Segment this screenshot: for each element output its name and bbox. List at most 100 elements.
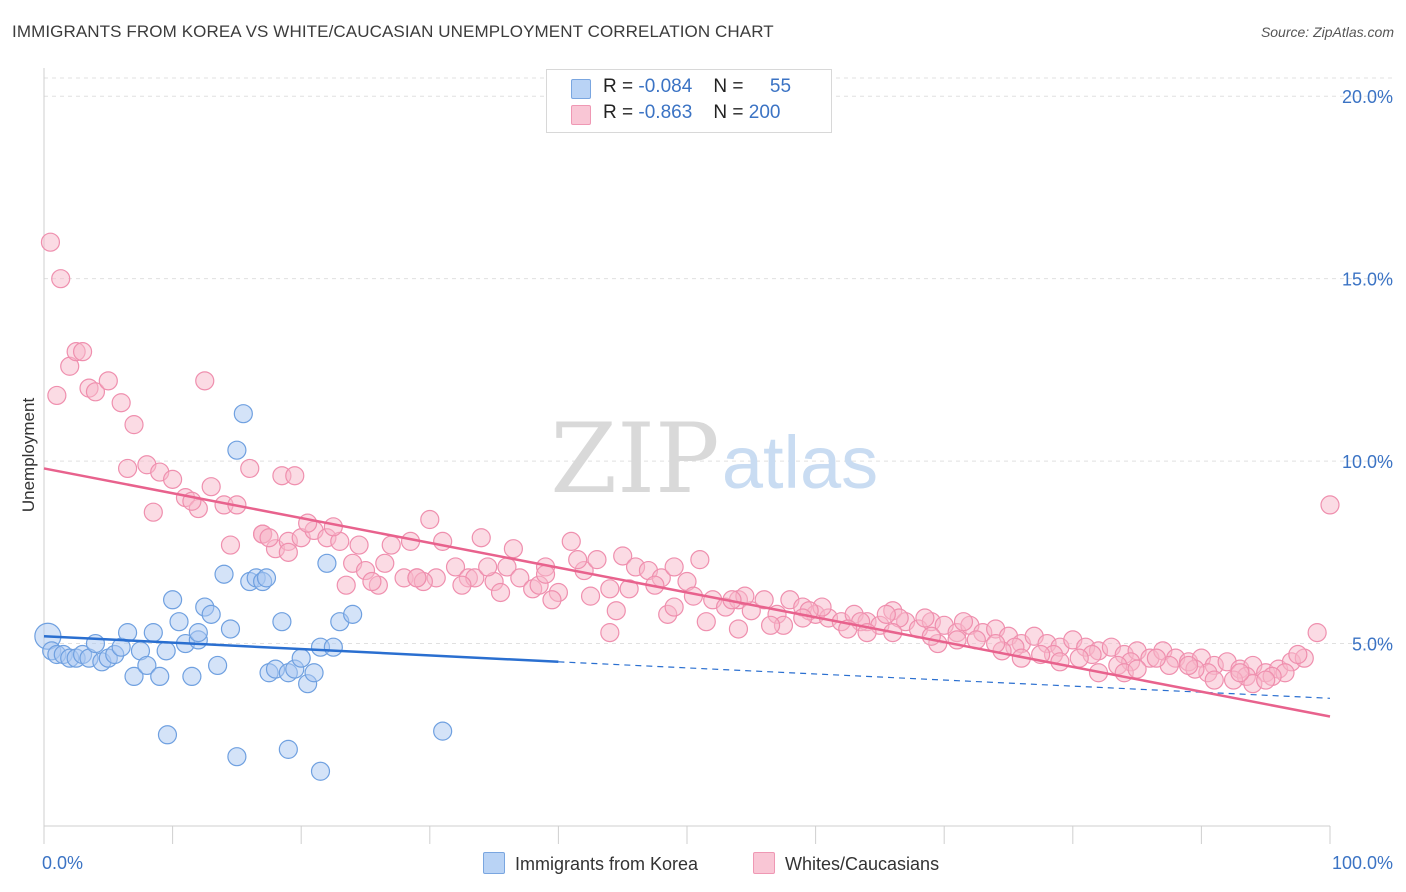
point-white	[561, 531, 581, 551]
point-white	[793, 608, 813, 628]
legend-item-white: Whites/Caucasians	[753, 852, 939, 875]
r-label-white: R =	[603, 102, 634, 123]
point-korea	[157, 725, 178, 745]
point-korea	[137, 655, 157, 676]
legend-item-korea: Immigrants from Korea	[483, 852, 698, 875]
point-white	[1204, 670, 1224, 690]
point-white	[407, 568, 427, 588]
x-tick-label-start: 0.0%	[42, 853, 83, 873]
point-white	[1230, 663, 1250, 683]
n-value-white: 200	[748, 102, 781, 123]
point-white	[85, 382, 106, 402]
point-korea	[291, 648, 311, 668]
legend-swatch-korea	[571, 79, 591, 99]
point-white	[143, 502, 163, 522]
point-korea	[124, 666, 144, 687]
point-white	[72, 342, 93, 362]
point-white	[349, 535, 369, 555]
point-white	[1069, 648, 1089, 668]
point-white	[587, 550, 607, 570]
point-white	[1178, 655, 1199, 676]
point-white	[47, 385, 67, 406]
y-tick-label: 5.0%	[1352, 635, 1393, 655]
point-white	[600, 579, 620, 599]
point-korea	[182, 666, 202, 687]
legend-label-white: Whites/Caucasians	[785, 854, 940, 874]
point-white	[580, 586, 601, 606]
point-korea	[227, 747, 247, 767]
point-white	[51, 269, 71, 289]
point-white	[375, 553, 395, 573]
point-white	[478, 557, 498, 577]
point-korea	[156, 641, 176, 661]
point-white	[259, 528, 279, 548]
point-white	[445, 557, 466, 577]
point-white	[542, 590, 562, 610]
point-white	[1127, 659, 1147, 679]
point-white	[1146, 648, 1166, 668]
point-white	[1256, 670, 1276, 690]
r-value-korea: -0.084	[638, 76, 693, 97]
point-korea	[272, 612, 292, 632]
axes	[43, 68, 1331, 844]
r-label-korea: R =	[603, 76, 634, 97]
point-white	[117, 458, 138, 479]
x-tick-label-end: 100.0%	[1332, 853, 1393, 873]
point-korea	[208, 655, 228, 676]
point-white	[111, 393, 131, 413]
point-korea	[143, 623, 163, 643]
point-korea	[169, 612, 189, 632]
legend-swatch-white-bottom	[753, 852, 775, 874]
point-white	[606, 601, 626, 621]
point-korea	[163, 590, 183, 610]
point-white	[471, 528, 491, 548]
point-white	[876, 604, 896, 624]
point-korea	[278, 739, 298, 759]
y-axis-title: Unemployment	[19, 398, 38, 513]
point-white	[760, 615, 781, 635]
point-white	[381, 535, 401, 555]
point-white	[163, 469, 183, 489]
point-white	[953, 612, 974, 632]
point-white	[568, 550, 588, 570]
point-white	[1288, 644, 1308, 665]
point-white	[613, 546, 633, 566]
point-white	[921, 626, 941, 646]
point-white	[1050, 652, 1070, 672]
point-white	[220, 535, 241, 555]
correlation-legend: R = -0.084 N = 55 R = -0.863 N = 200	[546, 69, 832, 133]
point-white	[201, 477, 221, 497]
point-korea	[227, 440, 247, 460]
watermark: ZIP atlas	[550, 403, 878, 515]
point-korea	[233, 404, 253, 424]
point-white	[452, 575, 472, 595]
point-white	[619, 579, 639, 599]
point-korea	[317, 553, 337, 573]
chart-title: IMMIGRANTS FROM KOREA VS WHITE/CAUCASIAN…	[12, 22, 774, 41]
n-label-white: N =	[713, 102, 744, 123]
point-white	[285, 466, 305, 486]
point-korea	[433, 721, 453, 741]
legend-swatch-korea-bottom	[483, 852, 505, 874]
point-white	[323, 517, 343, 537]
trend-lines	[43, 467, 1331, 718]
point-white	[195, 371, 215, 391]
point-korea	[214, 564, 234, 584]
point-white	[510, 568, 530, 588]
point-korea	[150, 666, 170, 687]
point-korea	[188, 623, 208, 643]
point-white	[1307, 623, 1327, 643]
point-white	[490, 582, 511, 603]
point-korea	[201, 604, 221, 624]
point-white	[240, 458, 260, 479]
y-tick-label: 10.0%	[1342, 452, 1393, 472]
point-white	[124, 415, 144, 435]
y-tick-label: 15.0%	[1342, 270, 1393, 290]
point-white	[98, 371, 118, 391]
n-value-korea: 55	[769, 76, 792, 97]
point-white	[600, 623, 620, 643]
legend-swatch-white	[571, 105, 591, 125]
point-korea	[343, 604, 363, 624]
point-white	[664, 557, 684, 577]
